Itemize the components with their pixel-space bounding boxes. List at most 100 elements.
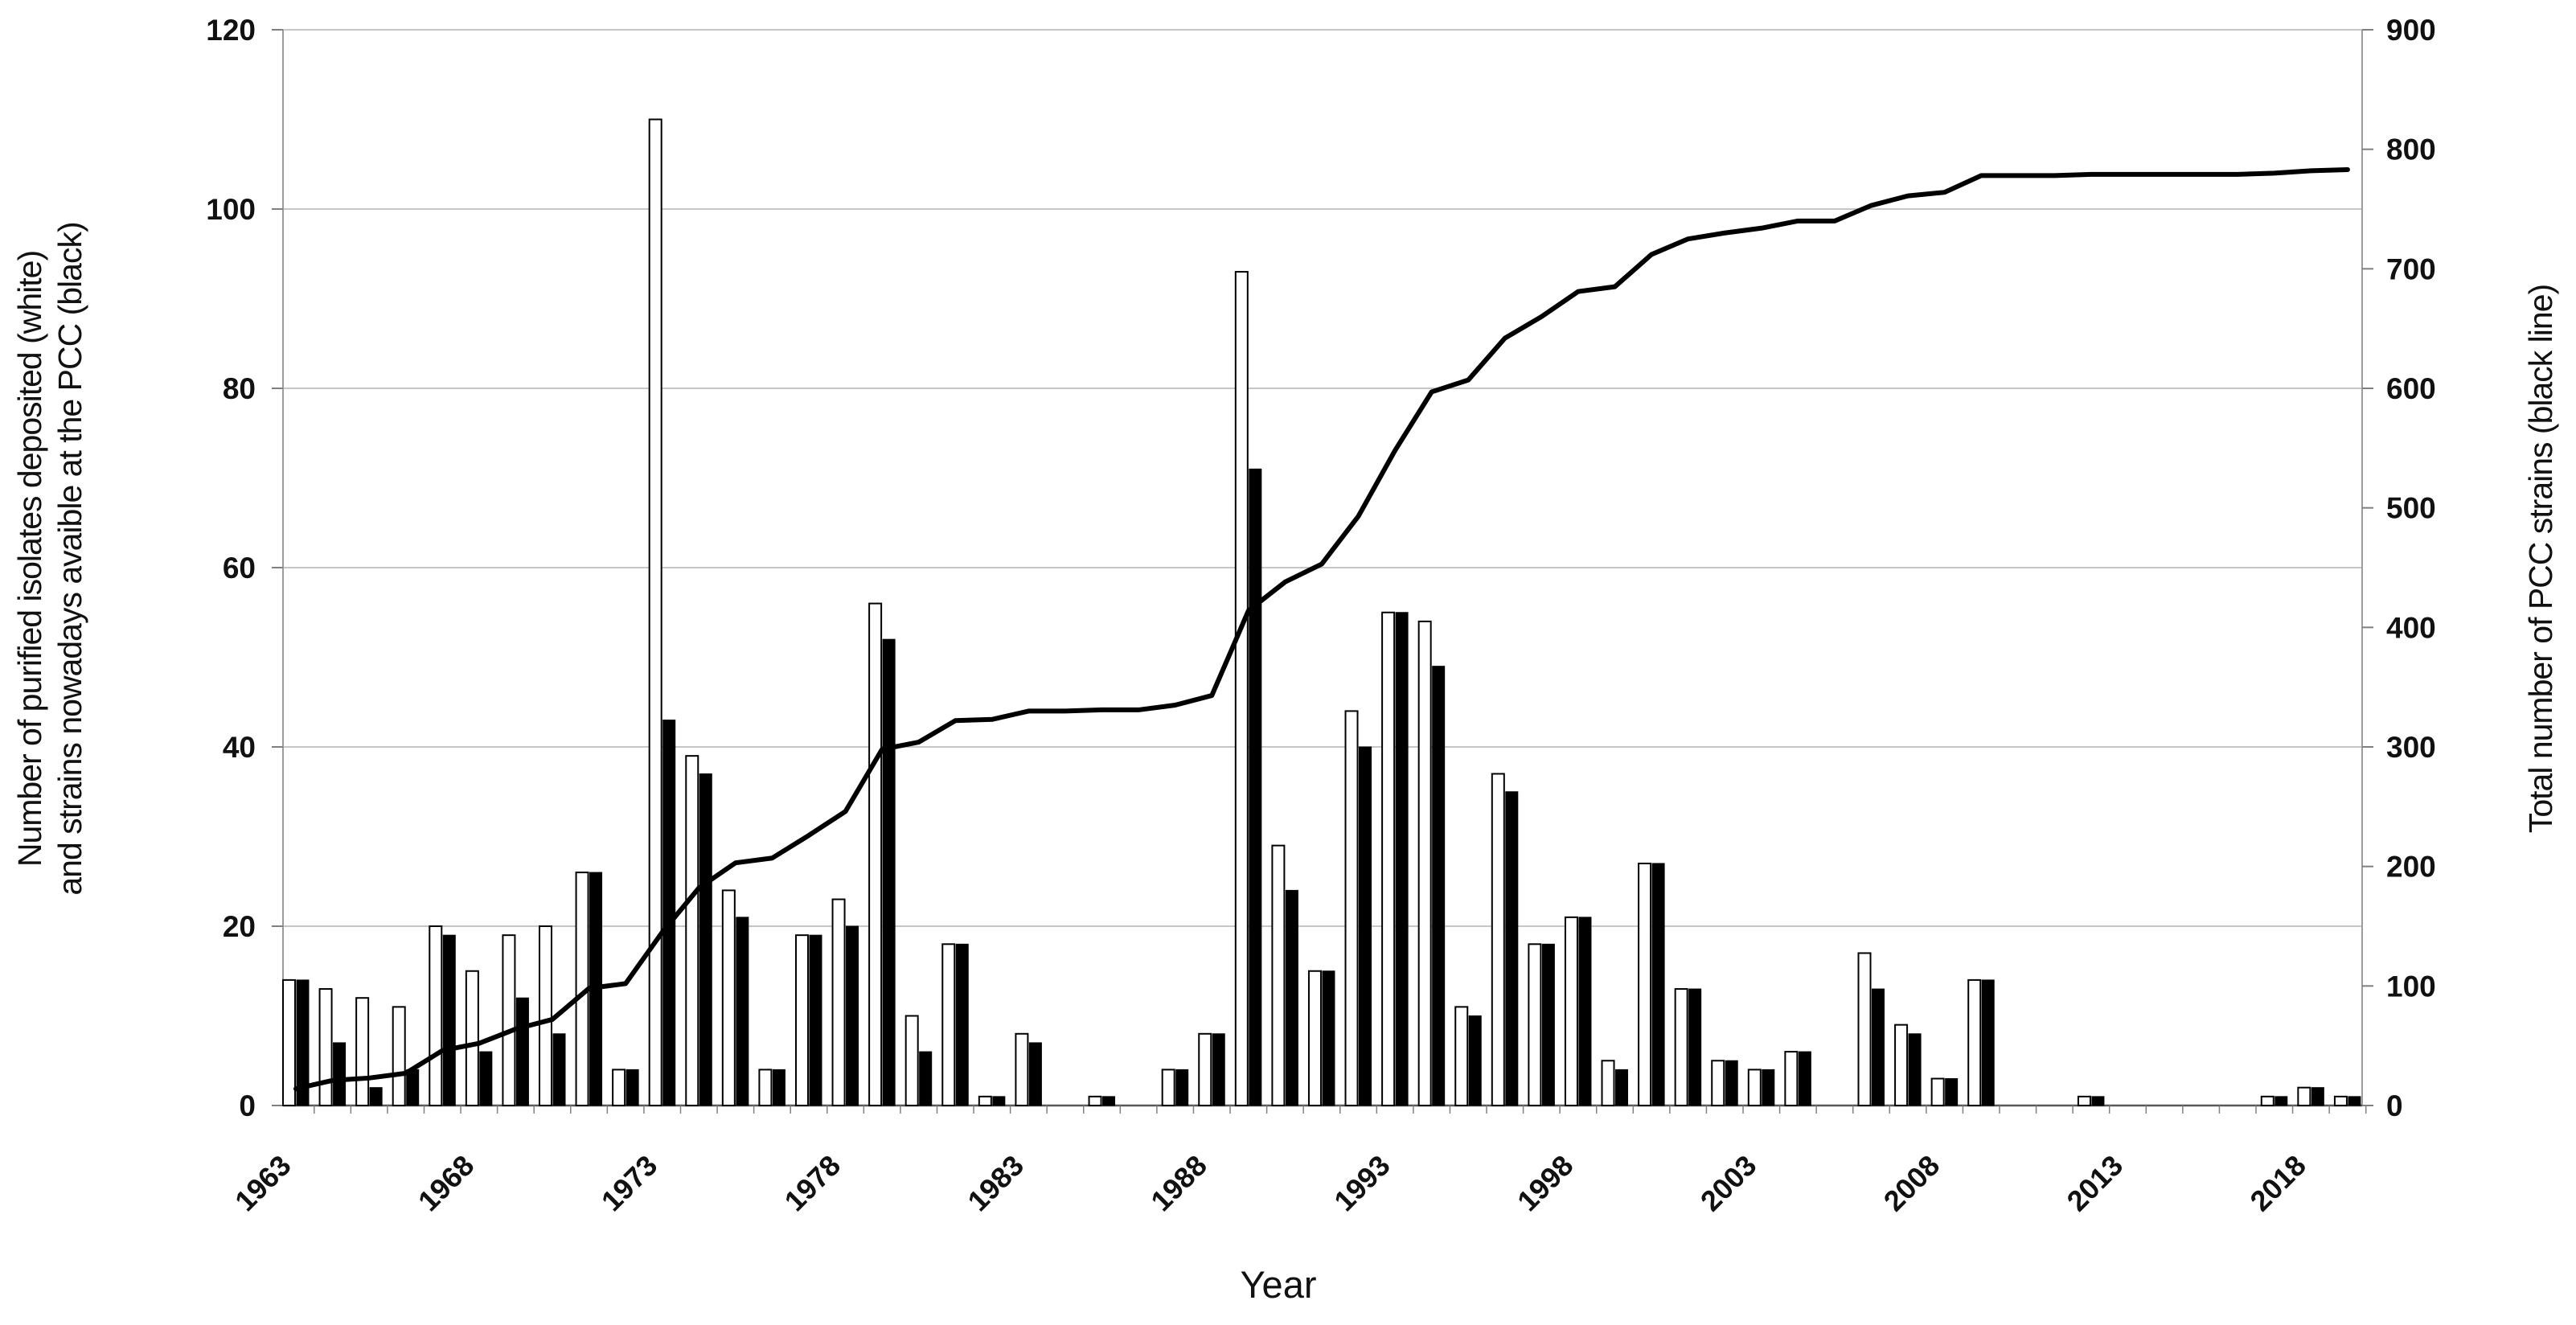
bar-white-1988 [1198, 1032, 1212, 1107]
x-axis-tick-label: 1983 [961, 1149, 1030, 1218]
bar-white-1998 [1564, 916, 1578, 1106]
bar-white-2008 [1930, 1077, 1945, 1107]
right-axis-tick-label: 0 [2386, 1089, 2403, 1122]
bar-black-1964 [333, 1042, 347, 1106]
bar-black-2000 [1651, 863, 1665, 1106]
bar-black-1978 [846, 925, 859, 1106]
bar-black-1999 [1615, 1069, 1629, 1106]
bar-black-1967 [442, 934, 456, 1106]
bar-black-2007 [1908, 1033, 1922, 1106]
bar-white-1982 [978, 1095, 992, 1106]
bar-white-1983 [1015, 1032, 1029, 1107]
bar-black-2001 [1688, 988, 1702, 1106]
bar-black-1985 [1102, 1096, 1116, 1106]
right-axis-tick-label: 600 [2386, 372, 2436, 405]
right-axis-tick-label: 400 [2386, 611, 2436, 644]
bar-black-1966 [406, 1069, 420, 1106]
bar-white-2000 [1638, 862, 1652, 1106]
bar-white-1996 [1491, 773, 1505, 1106]
bar-white-1970 [538, 925, 552, 1106]
bar-black-1974 [699, 773, 712, 1106]
bar-black-2006 [1872, 988, 1885, 1106]
bar-white-1966 [392, 1006, 406, 1106]
bar-white-1973 [648, 118, 662, 1106]
bar-white-1989 [1234, 271, 1249, 1106]
bar-white-1994 [1417, 620, 1432, 1106]
x-axis-title: Year [1240, 1263, 1317, 1306]
bar-white-1969 [502, 934, 516, 1107]
bar-white-2019 [2333, 1095, 2348, 1106]
bar-white-1976 [758, 1069, 773, 1107]
bar-white-1980 [904, 1015, 919, 1106]
bar-black-1979 [882, 638, 896, 1106]
bar-black-1976 [772, 1069, 786, 1106]
bar-white-2004 [1784, 1051, 1799, 1106]
bar-white-1995 [1454, 1006, 1469, 1106]
bar-white-1963 [282, 978, 296, 1107]
bar-black-1996 [1505, 791, 1519, 1106]
bar-black-2008 [1945, 1078, 1959, 1106]
bar-white-1975 [721, 889, 736, 1107]
right-axis-tick-label: 300 [2386, 731, 2436, 764]
bar-white-1977 [794, 934, 809, 1107]
x-axis-tick-label: 1998 [1511, 1149, 1580, 1218]
bar-black-1987 [1175, 1069, 1189, 1106]
bar-black-2002 [1725, 1060, 1738, 1106]
right-axis-tick-label: 700 [2386, 252, 2436, 285]
x-axis-tick-label: 1988 [1144, 1149, 1213, 1218]
bar-white-1992 [1344, 710, 1359, 1107]
x-axis-tick-label: 2018 [2243, 1149, 2312, 1218]
bar-black-1980 [919, 1051, 933, 1106]
bar-white-2018 [2297, 1086, 2311, 1106]
bar-white-2007 [1894, 1023, 1909, 1107]
bar-black-1970 [552, 1033, 566, 1106]
bar-black-1963 [296, 979, 310, 1106]
bar-black-1975 [736, 917, 749, 1106]
bar-black-1965 [369, 1087, 383, 1106]
bar-white-1987 [1161, 1069, 1175, 1107]
x-axis-tick-label: 1993 [1327, 1149, 1397, 1218]
bar-black-2004 [1798, 1051, 1811, 1106]
bar-black-1994 [1432, 666, 1446, 1106]
x-axis-tick-label: 1968 [412, 1149, 481, 1218]
bar-black-1989 [1249, 468, 1262, 1106]
x-axis-tick-label: 2013 [2061, 1149, 2130, 1218]
bar-white-1972 [612, 1069, 626, 1107]
bar-white-2002 [1711, 1060, 1725, 1106]
right-y-axis-title: Total number of PCC strains (black line) [2521, 36, 2561, 1081]
bar-black-2003 [1762, 1069, 1775, 1106]
bar-black-1969 [515, 997, 529, 1106]
bar-white-1990 [1271, 844, 1286, 1107]
bar-white-1991 [1307, 970, 1322, 1106]
bar-black-1981 [955, 943, 969, 1106]
right-axis-tick-label: 900 [2386, 14, 2436, 47]
bar-black-1982 [992, 1096, 1006, 1106]
bar-white-1993 [1381, 611, 1396, 1106]
bar-black-1990 [1285, 889, 1298, 1106]
bar-black-1972 [626, 1069, 639, 1106]
bar-black-1983 [1028, 1042, 1042, 1106]
right-axis-tick-label: 200 [2386, 851, 2436, 884]
bar-white-2017 [2260, 1095, 2275, 1106]
x-axis-tick-label: 1963 [228, 1149, 297, 1218]
bar-white-1985 [1088, 1095, 1102, 1106]
bar-black-1998 [1578, 917, 1592, 1106]
left-axis-tick-label: 100 [206, 193, 256, 226]
bar-white-2001 [1674, 988, 1688, 1107]
bar-white-1974 [685, 755, 699, 1107]
total-strains-line [293, 166, 2350, 1092]
x-axis-tick-label: 1973 [595, 1149, 664, 1218]
bar-black-1968 [479, 1051, 493, 1106]
bar-black-1992 [1359, 746, 1372, 1106]
right-y-axis-title-text: Total number of PCC strains (black line) [2522, 284, 2559, 834]
bar-black-1988 [1212, 1033, 1225, 1106]
bar-black-2012 [2091, 1096, 2105, 1106]
bar-black-1991 [1322, 970, 1335, 1106]
left-axis-tick-label: 80 [223, 372, 256, 405]
bar-white-1965 [355, 997, 370, 1106]
left-axis-tick-label: 20 [223, 910, 256, 943]
bar-white-1964 [318, 988, 333, 1107]
bar-white-2003 [1747, 1069, 1762, 1107]
bar-black-2009 [1981, 979, 1995, 1106]
